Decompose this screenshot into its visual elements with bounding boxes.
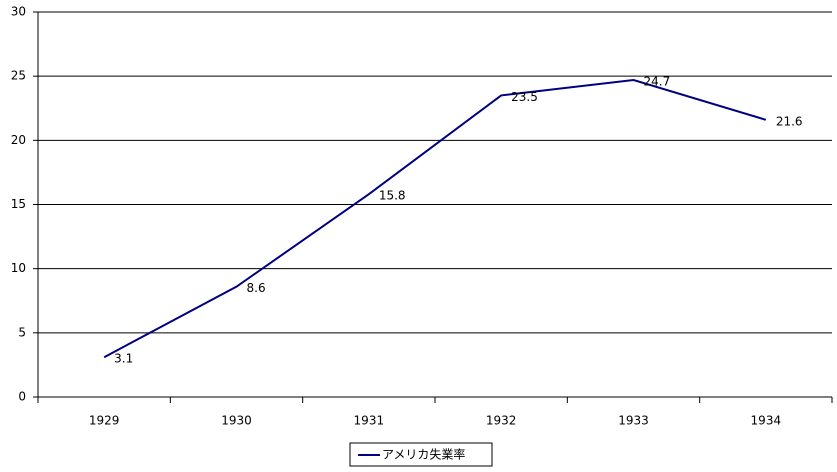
x-tick-label: 1932 (486, 414, 517, 428)
y-tick-label: 20 (11, 133, 26, 147)
y-tick-label: 5 (18, 325, 26, 339)
data-label: 24.7 (644, 75, 671, 89)
x-tick-label: 1933 (618, 414, 649, 428)
x-tick-label: 1931 (354, 414, 385, 428)
x-tick-label: 1930 (221, 414, 252, 428)
y-tick-label: 25 (11, 69, 26, 83)
y-tick-label: 0 (18, 390, 26, 404)
data-label: 15.8 (379, 189, 406, 203)
legend-box (349, 442, 493, 467)
data-label: 23.5 (511, 90, 538, 104)
data-label: 8.6 (247, 281, 266, 295)
x-tick-label: 1934 (751, 414, 782, 428)
data-label: 21.6 (776, 114, 803, 128)
y-tick-label: 15 (11, 197, 26, 211)
y-tick-label: 10 (11, 261, 26, 275)
legend-label: アメリカ失業率 (382, 447, 465, 462)
x-tick-label: 1929 (89, 414, 120, 428)
data-label: 3.1 (114, 352, 133, 366)
line-series (103, 78, 767, 359)
y-tick-label: 30 (11, 5, 26, 19)
